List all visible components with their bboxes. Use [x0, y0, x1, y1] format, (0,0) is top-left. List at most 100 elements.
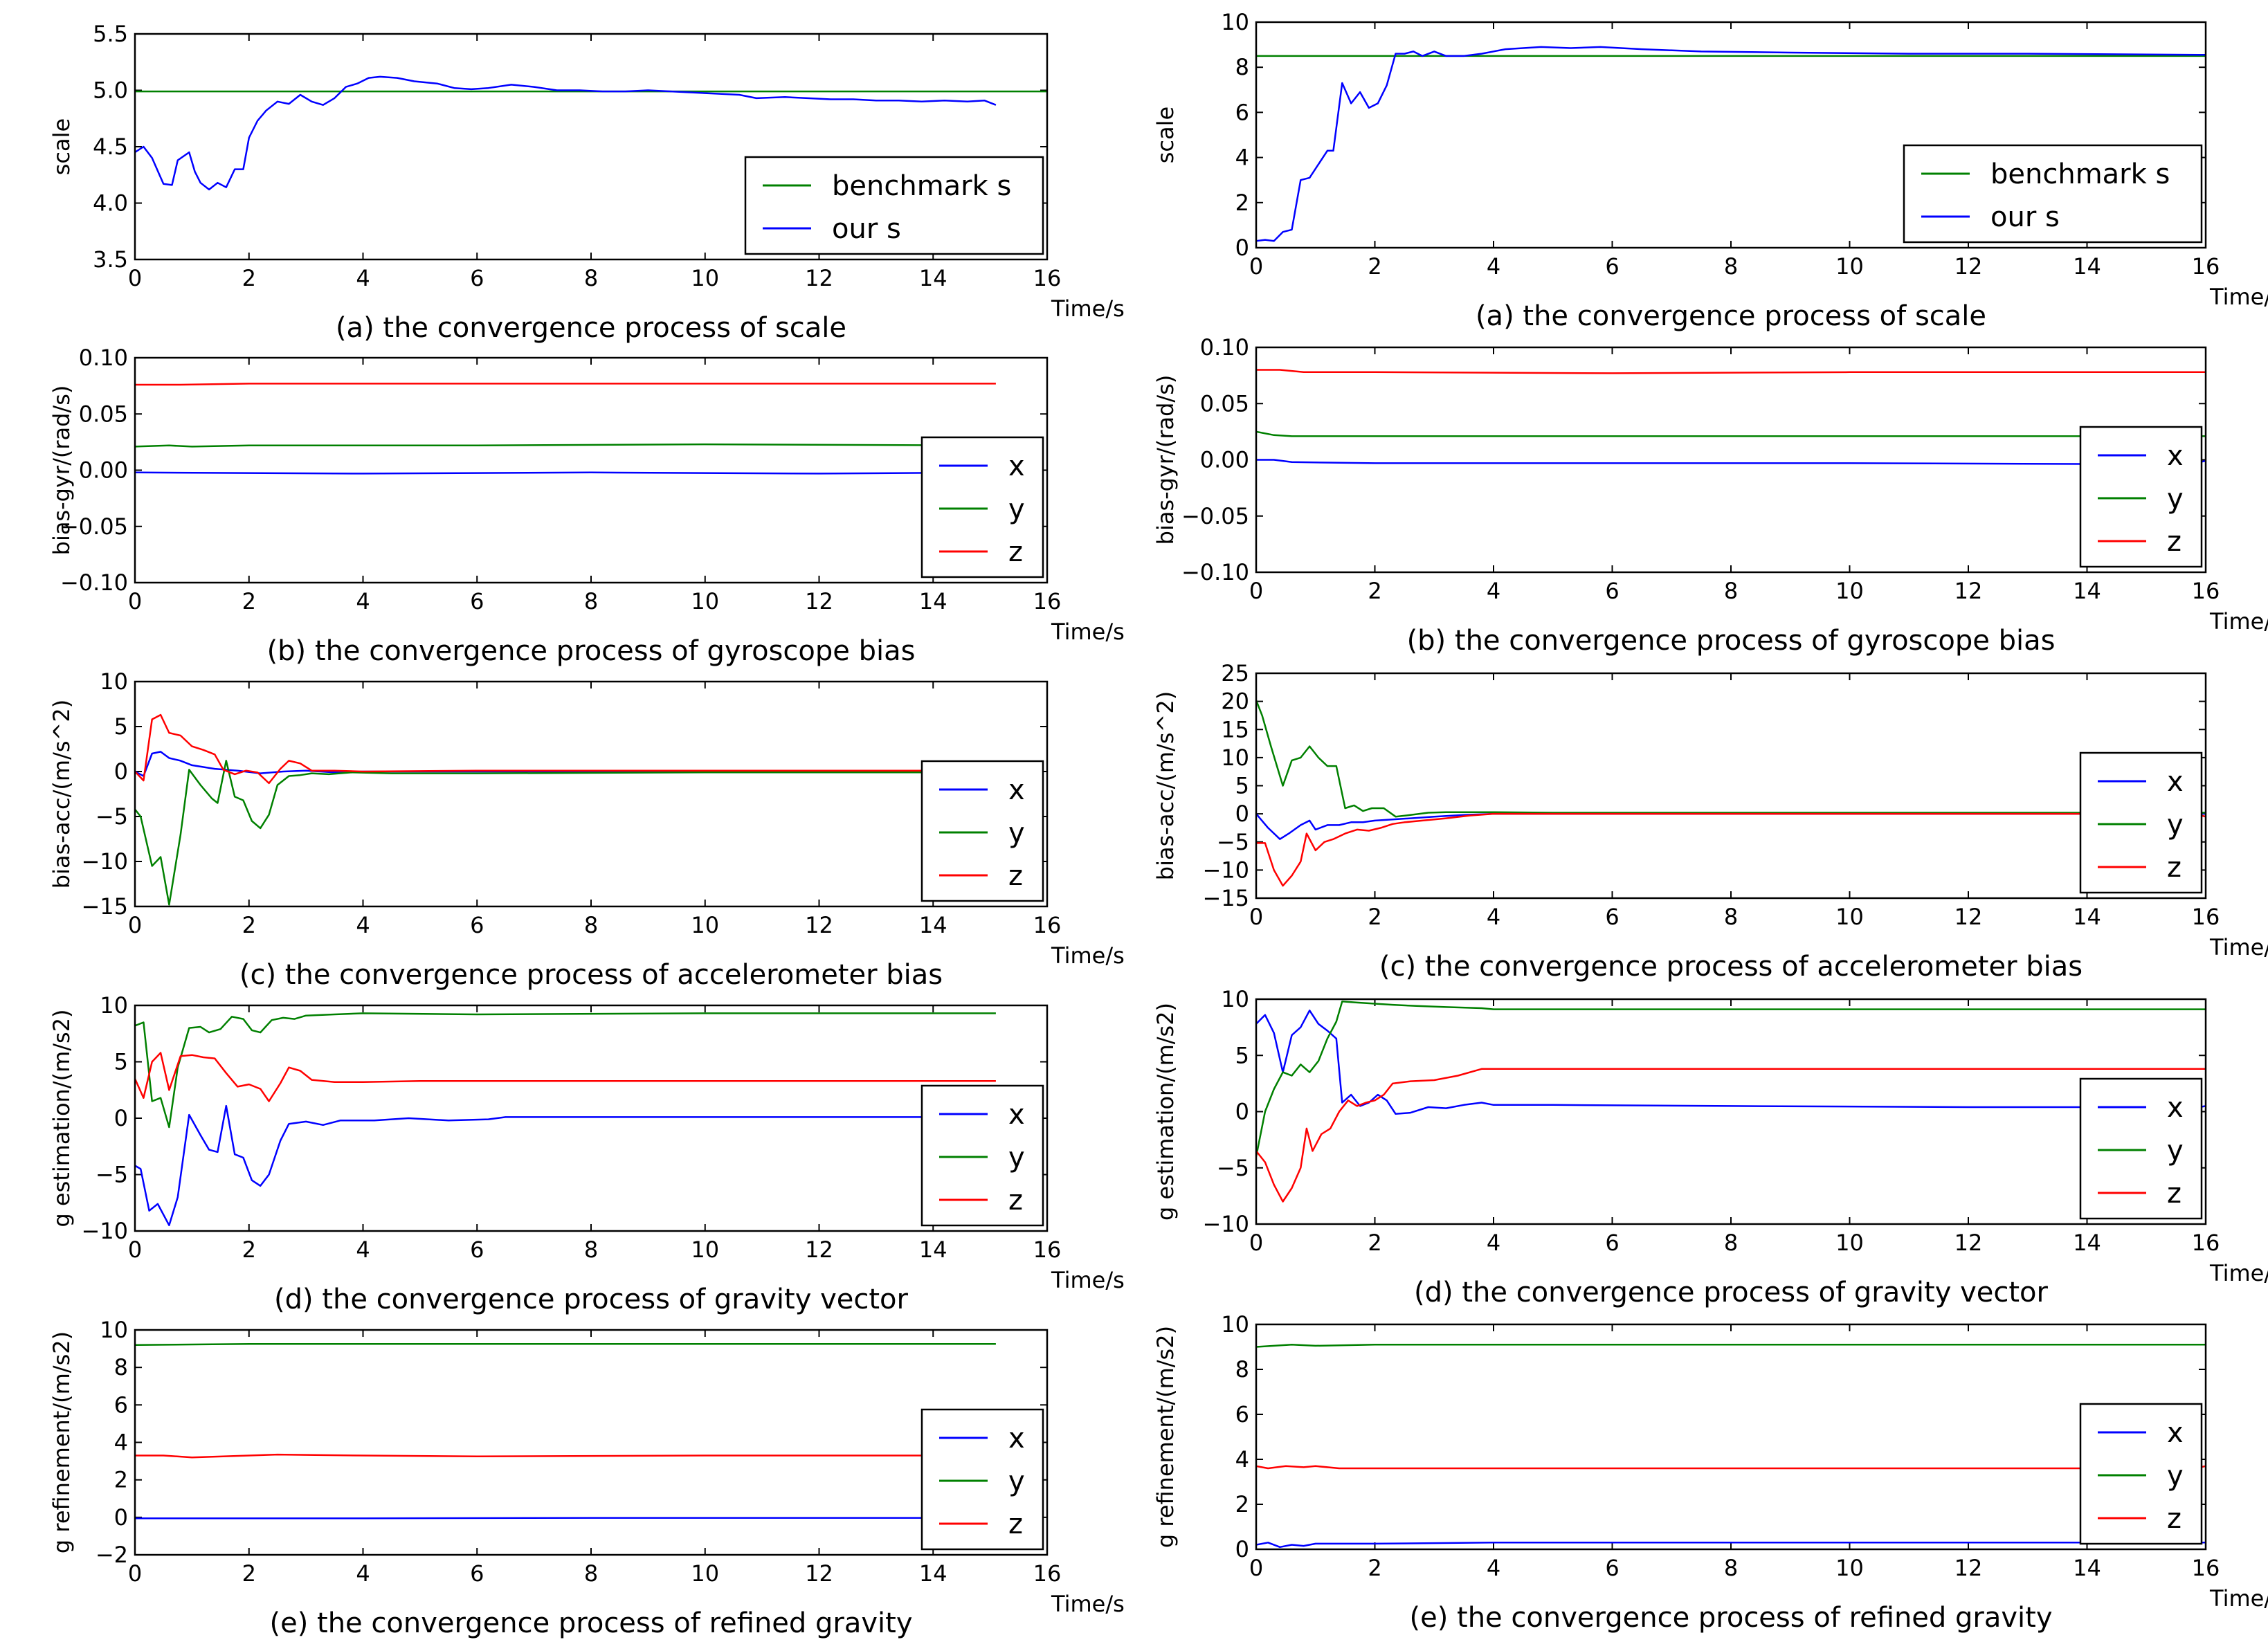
x-tick-label: 4: [356, 1560, 370, 1587]
x-axis-label: Time/s: [2209, 934, 2268, 960]
legend-label: y: [1008, 1142, 1025, 1174]
x-tick-label: 12: [805, 265, 833, 291]
legend-label: our s: [1990, 201, 2060, 233]
series-line-z: [135, 383, 996, 386]
series-line-y: [1256, 1001, 2206, 1157]
series-line-y: [135, 1012, 996, 1129]
legend-box: [920, 1084, 1044, 1227]
y-tick-label: 8: [1235, 1356, 1249, 1383]
y-tick-label: −2: [96, 1542, 128, 1568]
legend: xyz: [920, 1408, 1044, 1551]
y-tick-label: 4.5: [93, 134, 128, 160]
legend-label: x: [1008, 450, 1025, 482]
series-line-x: [1256, 1010, 2206, 1115]
legend-label: x: [2167, 1417, 2184, 1449]
y-axis-label: g refinement/(m/s2): [1152, 1326, 1179, 1548]
series-line-z: [1256, 369, 2206, 374]
x-tick-label: 16: [1033, 912, 1062, 938]
series-line-z: [1256, 1068, 2206, 1203]
y-tick-label: −0.10: [1181, 559, 1249, 585]
y-tick-label: 5.5: [93, 21, 128, 47]
chart-title: (b) the convergence process of gyroscope…: [1407, 625, 2056, 657]
legend-label: x: [1008, 1099, 1025, 1131]
x-tick-label: 12: [1954, 1555, 1983, 1581]
x-tick-label: 6: [470, 912, 484, 938]
x-tick-label: 14: [2073, 253, 2101, 280]
x-tick-label: 2: [242, 912, 256, 938]
axes-frame: [134, 1329, 1049, 1556]
x-tick-label: 4: [356, 912, 370, 938]
y-tick-label: 10: [100, 668, 128, 695]
series-line-z: [1256, 812, 2206, 887]
x-axis-label: Time/s: [1051, 295, 1125, 322]
x-tick-label: 6: [1605, 1555, 1619, 1581]
x-tick-label: 0: [128, 265, 142, 291]
x-tick-label: 0: [1249, 1555, 1263, 1581]
x-axis-label: Time/s: [2209, 284, 2268, 310]
x-tick-label: 0: [128, 1237, 142, 1263]
x-tick-label: 4: [356, 265, 370, 291]
axes-frame: [134, 680, 1049, 908]
x-tick-label: 16: [1033, 265, 1062, 291]
x-tick-label: 14: [2073, 904, 2101, 930]
y-tick-label: 8: [114, 1354, 128, 1380]
y-axis-label: bias-acc/(m/s^2): [48, 700, 75, 888]
y-tick-label: 4.0: [93, 190, 128, 217]
y-tick-label: 20: [1221, 688, 1249, 715]
x-tick-label: 2: [1368, 578, 1381, 604]
x-tick-label: 4: [356, 588, 370, 614]
x-axis-label: Time/s: [1051, 1591, 1125, 1617]
x-tick-label: 16: [2192, 1230, 2220, 1256]
chart-title: (a) the convergence process of scale: [336, 312, 846, 344]
legend-box: [920, 1408, 1044, 1551]
x-tick-label: 4: [1487, 253, 1500, 280]
x-tick-label: 14: [919, 1560, 947, 1587]
chart-left-a: 0 2 4 6 8 10 12 14 16 3.5 4.0 4.5 5.0 5.5 scale Time/s (…: [48, 21, 1125, 344]
y-tick-label: 4: [1235, 145, 1249, 171]
x-tick-label: 16: [1033, 1237, 1062, 1263]
x-tick-label: 4: [1487, 1555, 1500, 1581]
series-line-y: [1256, 700, 2206, 818]
y-tick-label: 8: [1235, 54, 1249, 80]
legend: benchmark s our s: [744, 156, 1044, 255]
legend-label: z: [2167, 852, 2181, 884]
series-line-x: [1256, 812, 2206, 840]
y-tick-label: 10: [1221, 745, 1249, 771]
x-tick-label: 8: [584, 912, 598, 938]
x-tick-label: 8: [1724, 1230, 1738, 1256]
x-tick-label: 10: [1835, 253, 1864, 280]
x-tick-label: 16: [2192, 253, 2220, 280]
chart-title: (e) the convergence process of refined g…: [1409, 1602, 2052, 1634]
x-tick-label: 12: [1954, 1230, 1983, 1256]
x-tick-label: 10: [691, 912, 719, 938]
legend-label: z: [1008, 1508, 1023, 1540]
x-tick-label: 6: [470, 588, 484, 614]
chart-title: (d) the convergence process of gravity v…: [1414, 1277, 2049, 1308]
x-tick-label: 2: [1368, 253, 1381, 280]
y-tick-label: 10: [100, 1317, 128, 1343]
y-tick-label: −10: [1202, 857, 1249, 883]
y-tick-label: 0.10: [1200, 334, 1249, 361]
y-tick-label: −0.05: [1181, 503, 1249, 529]
legend-box: [744, 156, 1044, 255]
x-tick-label: 12: [1954, 253, 1983, 280]
series-line-y: [135, 443, 996, 448]
legend-label: x: [2167, 766, 2184, 798]
legend-label: x: [1008, 774, 1025, 806]
x-tick-label: 8: [584, 265, 598, 291]
series-line-y: [1256, 430, 2206, 437]
y-tick-label: 4: [1235, 1446, 1249, 1472]
y-tick-label: 0.05: [79, 401, 128, 427]
legend-label: z: [1008, 860, 1023, 892]
x-axis-label: Time/s: [1051, 1267, 1125, 1293]
legend-label: y: [1008, 1466, 1025, 1497]
legend-label: y: [1008, 493, 1025, 525]
y-tick-label: −10: [81, 848, 128, 875]
x-axis-label: Time/s: [1051, 619, 1125, 645]
legend-box: [2079, 751, 2203, 894]
x-tick-label: 2: [1368, 1555, 1381, 1581]
x-tick-label: 0: [1249, 578, 1263, 604]
x-tick-label: 10: [691, 1237, 719, 1263]
series-line-x: [135, 1517, 996, 1520]
